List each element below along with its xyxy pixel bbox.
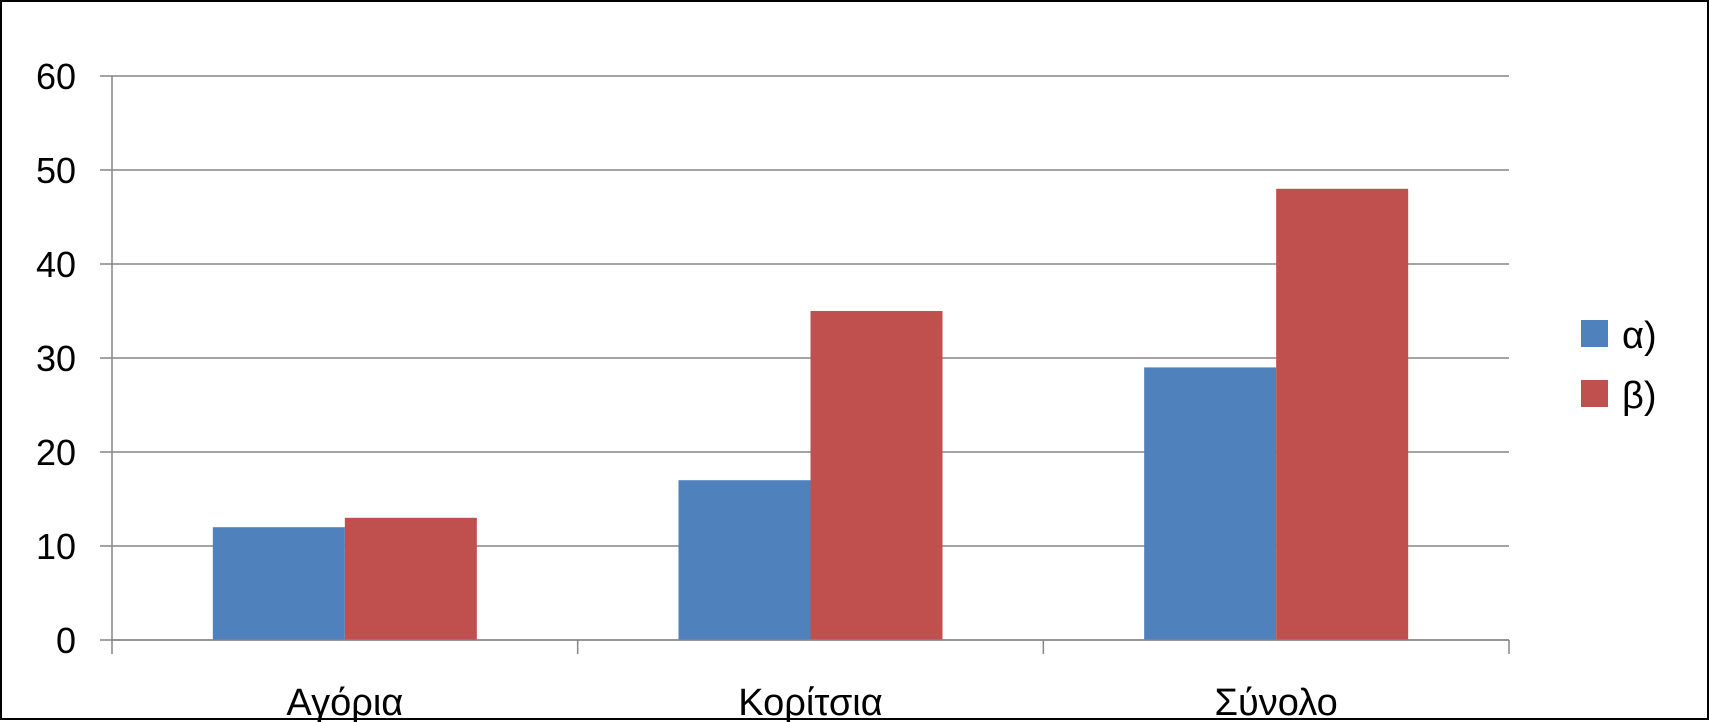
x-category-labels: Αγόρια Κορίτσια Σύνολο [286, 682, 1337, 722]
legend-swatch [1581, 320, 1608, 347]
y-tick-label: 40 [36, 244, 76, 285]
y-tick-label: 60 [36, 56, 76, 97]
y-tick-label: 20 [36, 432, 76, 473]
y-tick-labels: 0 10 20 30 40 50 60 [36, 56, 76, 661]
bar [212, 527, 345, 640]
legend: α) β) [1581, 315, 1657, 417]
legend-label: α) [1622, 315, 1657, 357]
bar [1144, 367, 1277, 640]
bar [1276, 188, 1409, 641]
axes [111, 76, 1510, 654]
y-tick-label: 10 [36, 526, 76, 567]
x-category-label: Αγόρια [286, 682, 403, 722]
legend-swatch [1581, 380, 1608, 407]
bars [212, 188, 1409, 641]
y-tick-label: 30 [36, 338, 76, 379]
bar [344, 517, 477, 640]
bar [678, 480, 811, 640]
x-category-label: Σύνολο [1215, 682, 1338, 722]
bar [810, 311, 943, 640]
y-tick-label: 50 [36, 150, 76, 191]
x-category-label: Κορίτσια [738, 682, 882, 722]
legend-label: β) [1622, 375, 1657, 417]
y-tick-label: 0 [56, 620, 76, 661]
